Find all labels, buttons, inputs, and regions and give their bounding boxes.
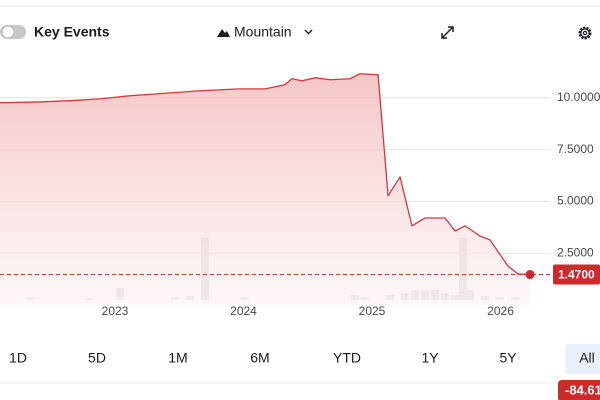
key-events-label: Key Events xyxy=(34,24,110,40)
range-button[interactable]: 6M xyxy=(250,350,269,366)
range-button[interactable]: 5D xyxy=(88,350,106,366)
chart-style-label: Mountain xyxy=(234,24,292,40)
range-button[interactable]: 1Y xyxy=(421,350,439,366)
y-tick-label: 2.5000 xyxy=(557,245,594,259)
change-badge xyxy=(558,380,600,400)
expand-button[interactable] xyxy=(441,26,454,39)
toggle-knob xyxy=(1,25,15,39)
y-tick-label: 7.5000 xyxy=(557,142,594,156)
range-button[interactable]: 5Y xyxy=(499,350,517,366)
key-events-toggle[interactable] xyxy=(0,25,26,39)
price-line xyxy=(0,73,531,276)
x-tick-label: 2026 xyxy=(487,304,514,318)
change-label: -84.61 xyxy=(565,382,600,397)
expand-icon xyxy=(441,26,454,39)
range-button[interactable]: YTD xyxy=(333,350,361,366)
settings-button[interactable] xyxy=(578,26,592,40)
current-price-dot xyxy=(525,270,535,280)
gear-teeth xyxy=(578,26,592,40)
range-button[interactable]: All xyxy=(579,350,595,366)
gear-hub xyxy=(582,30,588,36)
current-price-badge xyxy=(553,264,600,285)
y-tick-label: 5.0000 xyxy=(557,194,594,208)
y-tick-label: 10.0000 xyxy=(557,90,600,104)
plot: 2.5000 5.0000 7.5000 10.0000 2023 2024 2025 202… xyxy=(0,73,600,318)
range-selector: 1D 5D 1M 6M YTD 1Y 5Y All xyxy=(9,344,600,374)
x-tick-label: 2024 xyxy=(230,304,257,318)
x-tick-label: 2025 xyxy=(359,304,386,318)
active-range-bg xyxy=(565,344,600,374)
chevron-icon xyxy=(304,29,313,35)
range-button[interactable]: 1M xyxy=(168,350,187,366)
current-price-label: 1.4700 xyxy=(558,268,595,282)
area-fill xyxy=(0,73,531,305)
mountain-icon xyxy=(217,29,230,37)
gear-body xyxy=(580,28,590,38)
range-button[interactable]: 1D xyxy=(9,350,27,366)
chart-style-menu[interactable]: Mountain xyxy=(217,24,313,40)
x-tick-label: 2023 xyxy=(102,304,129,318)
